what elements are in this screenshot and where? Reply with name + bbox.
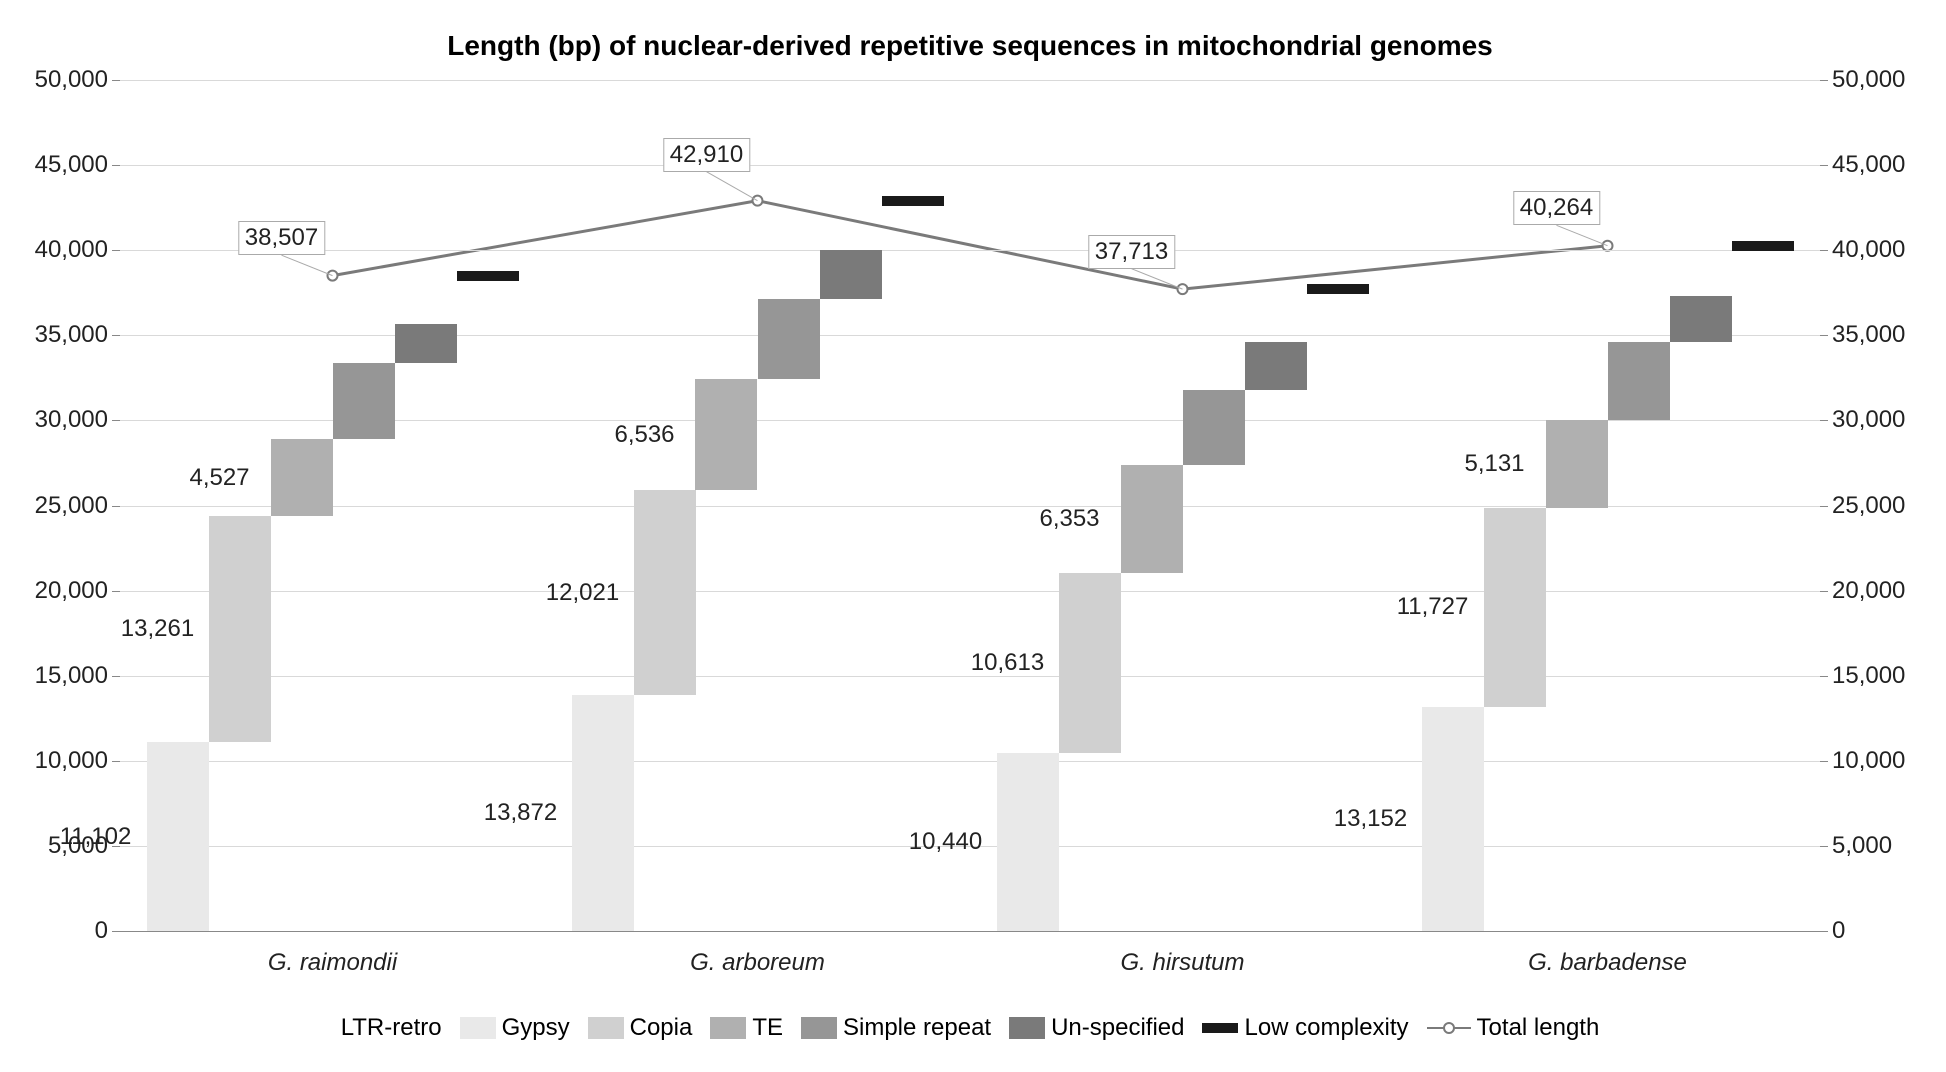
bar-segment-low_complexity [1732, 241, 1794, 251]
legend-item-simple_repeat: Simple repeat [801, 1014, 991, 1042]
grid-line [120, 165, 1820, 166]
bar-value-label: 13,872 [484, 799, 557, 827]
y-label-left: 50,000 [35, 66, 120, 94]
legend-label: LTR-retro [341, 1014, 442, 1042]
y-label-left: 35,000 [35, 321, 120, 349]
y-label-left: 10,000 [35, 747, 120, 775]
bar-segment-gypsy [572, 695, 634, 931]
bar-segment-te [1121, 465, 1183, 573]
legend-item-ltr-retro: LTR-retro [341, 1014, 442, 1042]
grid-line [120, 80, 1820, 81]
bar-segment-copia [209, 516, 271, 742]
y-label-left: 0 [95, 917, 120, 945]
bar-segment-simple_repeat [1608, 342, 1670, 420]
bar-segment-low_complexity [1307, 284, 1369, 294]
legend-swatch [460, 1017, 496, 1039]
bar-segment-copia [634, 490, 696, 695]
y-label-right: 10,000 [1820, 747, 1905, 775]
legend-label: Simple repeat [843, 1014, 991, 1042]
legend-item-gypsy: Gypsy [460, 1014, 570, 1042]
grid-line [120, 335, 1820, 336]
legend-label: Low complexity [1244, 1014, 1408, 1042]
chart-title: Length (bp) of nuclear-derived repetitiv… [20, 20, 1920, 67]
bar-segment-copia [1059, 573, 1121, 754]
bar-segment-simple_repeat [758, 299, 820, 379]
bar-segment-simple_repeat [333, 363, 395, 440]
bar-value-label: 13,261 [121, 615, 194, 643]
legend-item-te: TE [710, 1014, 783, 1042]
legend-swatch [1202, 1023, 1238, 1033]
legend-item-unspecified: Un-specified [1009, 1014, 1184, 1042]
total-callout: 40,264 [1513, 191, 1600, 225]
legend-label: Un-specified [1051, 1014, 1184, 1042]
bar-segment-unspecified [1245, 342, 1307, 390]
bar-segment-unspecified [395, 324, 457, 363]
bar-value-label: 10,440 [909, 828, 982, 856]
legend-swatch [588, 1017, 624, 1039]
bar-segment-copia [1484, 508, 1546, 708]
y-label-left: 40,000 [35, 236, 120, 264]
legend-line-swatch [1427, 1027, 1471, 1029]
bar-value-label: 11,102 [60, 823, 132, 851]
bar-value-label: 6,353 [1039, 505, 1099, 533]
x-axis-label: G. arboreum [690, 949, 825, 977]
y-label-left: 30,000 [35, 406, 120, 434]
y-label-right: 25,000 [1820, 492, 1905, 520]
bar-segment-te [271, 439, 333, 516]
grid-line [120, 591, 1820, 592]
legend-swatch [1009, 1017, 1045, 1039]
bar-value-label: 12,021 [546, 579, 619, 607]
bar-segment-gypsy [997, 753, 1059, 931]
bar-value-label: 10,613 [971, 649, 1044, 677]
y-label-right: 0 [1820, 917, 1845, 945]
bar-value-label: 6,536 [614, 421, 674, 449]
legend-item-low_complexity: Low complexity [1202, 1014, 1408, 1042]
bar-value-label: 13,152 [1334, 805, 1407, 833]
y-label-right: 20,000 [1820, 577, 1905, 605]
legend: LTR-retro Gypsy Copia TE Simple repeat Un-spe… [70, 1014, 1870, 1042]
x-axis-label: G. barbadense [1528, 949, 1687, 977]
y-label-right: 40,000 [1820, 236, 1905, 264]
grid-line [120, 250, 1820, 251]
bar-segment-unspecified [820, 250, 882, 299]
bar-value-label: 4,527 [189, 464, 249, 492]
y-label-left: 20,000 [35, 577, 120, 605]
grid-line [120, 761, 1820, 762]
x-axis-label: G. hirsutum [1120, 949, 1244, 977]
legend-label: Total length [1477, 1014, 1600, 1042]
y-label-right: 50,000 [1820, 66, 1905, 94]
total-callout: 38,507 [238, 221, 325, 255]
bar-value-label: 5,131 [1464, 450, 1524, 478]
x-axis-label: G. raimondii [268, 949, 397, 977]
y-label-right: 30,000 [1820, 406, 1905, 434]
legend-label: TE [752, 1014, 783, 1042]
total-callout: 37,713 [1088, 235, 1175, 269]
bar-segment-simple_repeat [1183, 390, 1245, 465]
y-label-right: 5,000 [1820, 832, 1892, 860]
bar-segment-gypsy [147, 742, 209, 931]
y-label-left: 45,000 [35, 151, 120, 179]
legend-swatch [710, 1017, 746, 1039]
bar-value-label: 11,727 [1397, 593, 1469, 621]
chart-container: Length (bp) of nuclear-derived repetitiv… [20, 20, 1920, 1052]
plot-area: 005,0005,00010,00010,00015,00015,00020,0… [120, 80, 1820, 932]
legend-item-total-length: Total length [1427, 1014, 1600, 1042]
legend-item-copia: Copia [588, 1014, 693, 1042]
legend-swatch [801, 1017, 837, 1039]
y-label-right: 45,000 [1820, 151, 1905, 179]
bar-segment-gypsy [1422, 707, 1484, 931]
y-label-right: 35,000 [1820, 321, 1905, 349]
y-label-left: 15,000 [35, 662, 120, 690]
total-callout: 42,910 [663, 138, 750, 172]
bar-segment-te [695, 379, 757, 490]
legend-label: Copia [630, 1014, 693, 1042]
bar-segment-low_complexity [457, 271, 519, 281]
legend-label: Gypsy [502, 1014, 570, 1042]
bar-segment-low_complexity [882, 196, 944, 206]
bar-segment-unspecified [1670, 296, 1732, 342]
y-label-right: 15,000 [1820, 662, 1905, 690]
y-label-left: 25,000 [35, 492, 120, 520]
bar-segment-te [1546, 420, 1608, 507]
